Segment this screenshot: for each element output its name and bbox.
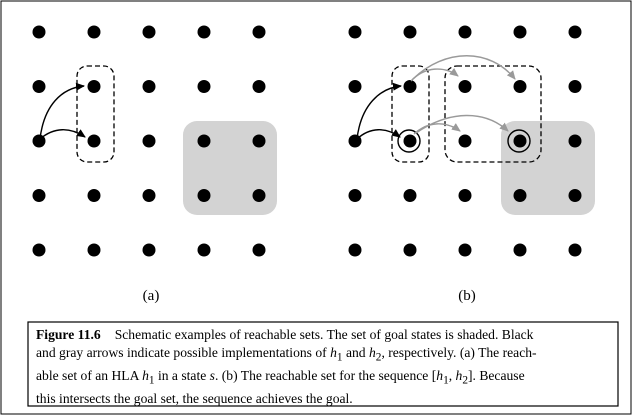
math-sub-2: 2 xyxy=(462,374,468,387)
circled-state-b-1 xyxy=(397,129,421,153)
state-dot-b-r3-c3 xyxy=(513,189,527,202)
state-dot-a-r4-c4 xyxy=(252,243,266,257)
state-dot-b-r2-c3 xyxy=(513,134,527,148)
state-dot-b-r1-c4 xyxy=(568,80,582,93)
state-dot-a-r3-c0 xyxy=(32,189,46,202)
caption-line-3c: . (b) The reachable set for the sequence… xyxy=(214,367,437,383)
caption-line-3a: able set of an HLA xyxy=(36,367,143,383)
math-sub-1: 1 xyxy=(336,351,343,364)
state-dot-b-r0-c0 xyxy=(348,25,362,39)
state-dot-b-r1-c3 xyxy=(513,80,527,93)
circled-state-b-2 xyxy=(507,129,531,153)
state-dot-b-r2-c4 xyxy=(568,134,582,148)
state-dot-b-r0-c3 xyxy=(513,25,527,39)
state-dot-b-r4-c3 xyxy=(513,243,527,257)
state-dot-a-r2-c1 xyxy=(87,134,101,148)
state-dot-a-r4-c1 xyxy=(87,243,101,257)
state-dot-a-r0-c0 xyxy=(32,25,46,39)
black-arrow-a-lower xyxy=(39,129,86,140)
caption-line-3b: in a state xyxy=(154,367,210,383)
state-dot-b-r3-c1 xyxy=(403,189,417,202)
figure-caption: Figure 11.6 Schematic examples of reachab… xyxy=(28,322,618,406)
state-dot-a-r3-c3 xyxy=(197,189,211,202)
state-dot-b-r0-c2 xyxy=(458,25,472,39)
state-dot-a-r1-c1 xyxy=(87,80,101,93)
state-dot-a-r4-c3 xyxy=(197,243,211,257)
math-h: h xyxy=(436,367,444,383)
caption-line-4: this intersects the goal set, the sequen… xyxy=(36,390,353,406)
math-h: h xyxy=(142,367,149,383)
state-dot-b-r4-c4 xyxy=(568,243,582,257)
state-dot-b-r1-c1 xyxy=(403,80,417,93)
state-dot-b-r2-c1 xyxy=(403,134,417,148)
caption-label: Figure 11.6 xyxy=(36,327,101,342)
caption-text: Figure 11.6 Schematic examples of reachab… xyxy=(36,326,610,407)
state-dot-a-r2-c2 xyxy=(142,134,156,148)
math-h: h xyxy=(330,344,337,360)
state-dot-b-r2-c2 xyxy=(458,134,472,148)
state-dot-a-r4-c0 xyxy=(32,243,46,257)
panel-a: (a) xyxy=(32,25,277,304)
gray-arrow-b-3 xyxy=(413,123,461,135)
caption-comma: , xyxy=(448,367,456,383)
math-h: h xyxy=(368,344,376,360)
state-dot-a-r0-c3 xyxy=(197,25,211,39)
caption-line-2b: , respectively. (a) The reach- xyxy=(381,344,537,360)
state-dot-a-r1-c3 xyxy=(197,80,211,93)
black-arrow-b-lower xyxy=(356,129,401,140)
state-dot-a-r2-c3 xyxy=(197,134,211,148)
caption-line-1: Schematic examples of reachable sets. Th… xyxy=(114,327,534,342)
math-h: h xyxy=(455,367,463,383)
state-dot-a-r3-c2 xyxy=(142,189,156,202)
state-dot-a-r1-c0 xyxy=(32,80,46,93)
reachable-set-a xyxy=(76,65,115,163)
gray-arrow-b-4 xyxy=(415,114,509,134)
state-dot-b-r0-c1 xyxy=(403,25,417,39)
state-dot-a-r4-c2 xyxy=(142,243,156,257)
state-dot-a-r2-c4 xyxy=(252,134,266,148)
state-dot-a-r0-c4 xyxy=(252,25,266,39)
reachable-set-b-h1 xyxy=(391,65,430,163)
state-dot-a-r3-c1 xyxy=(87,189,101,202)
state-dot-b-r4-c0 xyxy=(348,243,362,257)
state-dot-b-r4-c2 xyxy=(458,243,472,257)
black-arrow-b-upper xyxy=(356,82,402,140)
panel-label-b: (b) xyxy=(458,288,476,304)
caption-line-2a: and gray arrows indicate possible implem… xyxy=(36,344,331,360)
math-sub-2: 2 xyxy=(375,351,382,364)
state-dot-a-r3-c4 xyxy=(252,189,266,202)
math-sub-1: 1 xyxy=(443,374,449,387)
state-dot-a-r1-c4 xyxy=(252,80,266,93)
state-dot-b-r4-c1 xyxy=(403,243,417,257)
state-dot-b-r3-c2 xyxy=(458,189,472,202)
state-dot-a-r0-c1 xyxy=(87,25,101,39)
math-sub-1: 1 xyxy=(148,374,155,387)
caption-line-3d: ]. Because xyxy=(468,367,525,383)
caption-and: and xyxy=(342,344,369,360)
panel-b: (b) xyxy=(348,25,595,304)
reachable-set-b-h2 xyxy=(444,65,542,163)
state-dot-b-r3-c0 xyxy=(348,189,362,202)
dot-grid-b xyxy=(348,25,582,257)
math-s: s xyxy=(209,367,215,383)
state-dot-b-r0-c4 xyxy=(568,25,582,39)
black-arrow-a-upper xyxy=(39,82,85,140)
state-dot-b-r1-c0 xyxy=(348,80,362,93)
state-dot-a-r0-c2 xyxy=(142,25,156,39)
panel-label-a: (a) xyxy=(143,288,160,304)
goal-region-a xyxy=(183,121,277,215)
goal-region-b xyxy=(501,121,595,215)
state-dot-a-r1-c2 xyxy=(142,80,156,93)
gray-arrow-b-2 xyxy=(412,55,516,80)
caption-border xyxy=(27,321,619,407)
state-dot-b-r3-c4 xyxy=(568,189,582,202)
state-dot-b-r1-c2 xyxy=(458,80,472,93)
